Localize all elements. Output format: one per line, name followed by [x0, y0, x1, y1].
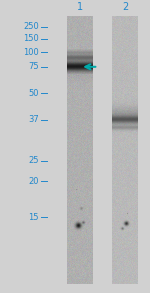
Text: 150: 150	[23, 34, 39, 43]
Text: 100: 100	[23, 48, 39, 57]
Text: 25: 25	[28, 156, 39, 165]
Text: 250: 250	[23, 23, 39, 31]
Text: 20: 20	[28, 177, 39, 185]
Text: 1: 1	[77, 2, 83, 12]
Text: 75: 75	[28, 62, 39, 71]
Text: 2: 2	[122, 2, 128, 12]
Text: 37: 37	[28, 115, 39, 124]
Text: 50: 50	[28, 89, 39, 98]
Text: 15: 15	[28, 213, 39, 222]
